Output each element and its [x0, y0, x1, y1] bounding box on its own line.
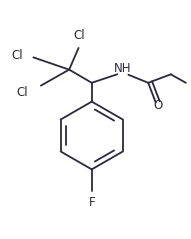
Text: NH: NH	[114, 62, 132, 75]
Text: Cl: Cl	[12, 49, 23, 62]
Text: O: O	[153, 99, 162, 112]
Text: Cl: Cl	[16, 86, 28, 99]
Text: Cl: Cl	[74, 29, 85, 42]
Text: F: F	[88, 196, 95, 209]
